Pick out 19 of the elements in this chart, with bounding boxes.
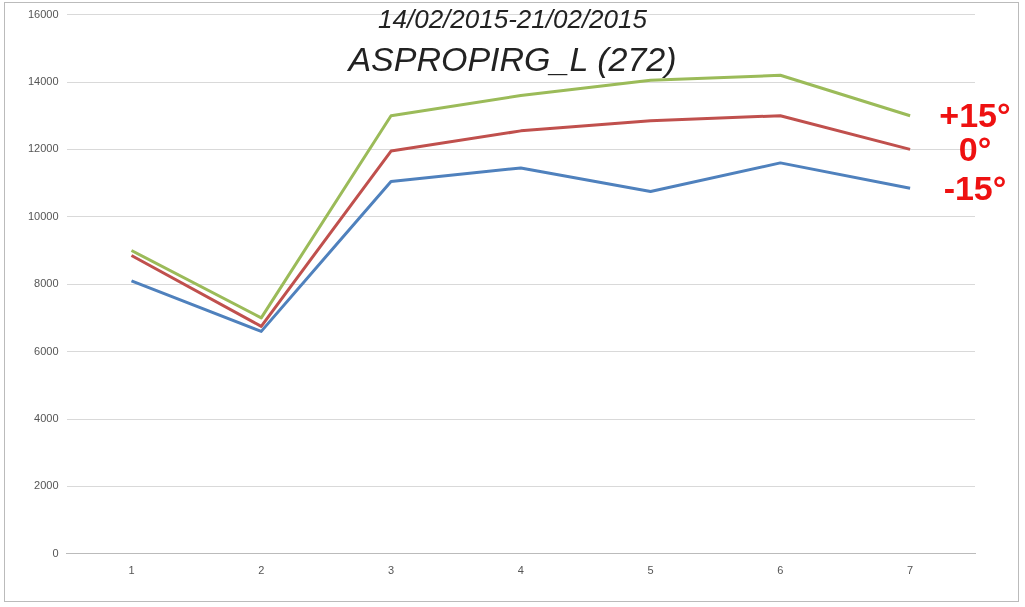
x-tick-label: 1 [128,564,135,577]
y-tick-label: 14000 [27,75,59,88]
y-tick-label: 0 [52,546,59,559]
y-tick-label: 8000 [34,277,59,290]
y-tick-label: 6000 [34,344,59,357]
x-tick-label: 2 [258,564,265,577]
chart-title: 14/02/2015-21/02/2015 [378,4,647,34]
x-tick-label: 3 [387,564,395,577]
text: ASPROPIRG_L (272) [348,40,677,78]
x-tick-label: 6 [777,564,784,577]
y-tick-label: 16000 [27,7,59,20]
x-tick-label: 7 [907,564,914,577]
y-tick-label: 10000 [27,209,59,222]
series-label: -15° [943,168,1007,207]
y-tick-label: 2000 [34,479,59,492]
y-tick-label: 4000 [34,412,59,425]
x-tick-label: 4 [517,564,524,577]
x-tick-label: 5 [647,564,654,577]
y-tick-label: 12000 [27,142,59,155]
